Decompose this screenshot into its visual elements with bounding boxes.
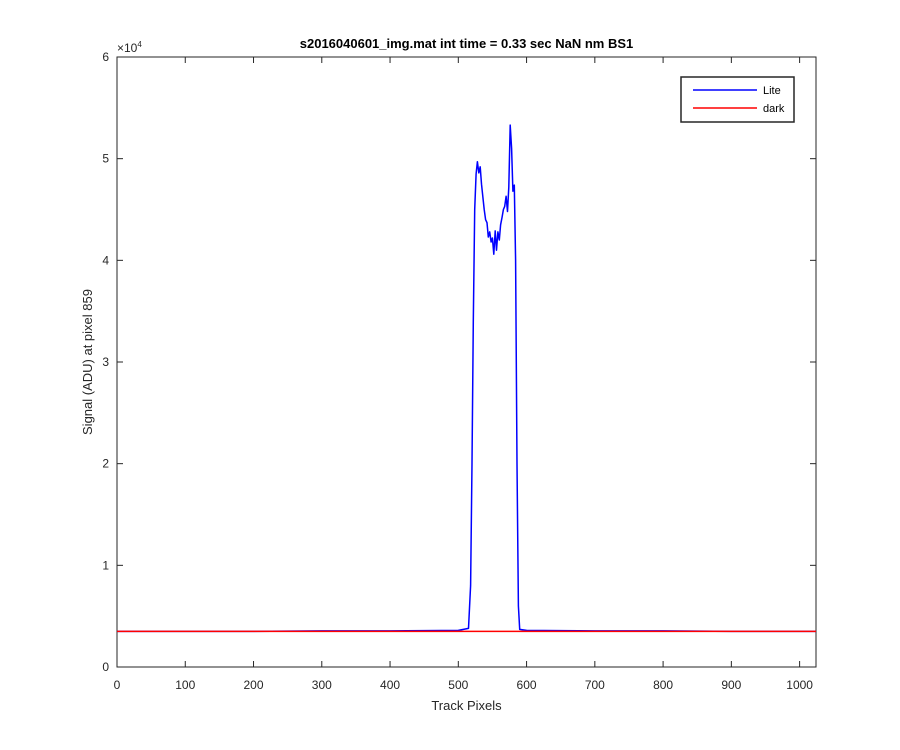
x-tick-label: 400 (380, 678, 400, 692)
x-axis-ticks: 0 100 200 300 400 500 600 700 800 900 1000 (114, 57, 813, 692)
series-line-lite (117, 124, 816, 633)
y-tick-label: 4 (102, 253, 109, 267)
y-axis-label: Signal (ADU) at pixel 859 (80, 289, 95, 435)
legend-label-dark: dark (763, 103, 785, 115)
x-tick-label: 300 (312, 678, 332, 692)
y-axis-exponent: ×104 (117, 40, 142, 55)
y-tick-label: 2 (102, 457, 109, 471)
legend: Lite dark (680, 76, 795, 123)
axes-box (116, 56, 817, 668)
x-tick-label: 800 (653, 678, 673, 692)
x-tick-label: 0 (114, 678, 121, 692)
x-tick-label: 900 (721, 678, 741, 692)
plot-area: 0 100 200 300 400 500 600 700 800 900 1000 0 1 2 3 4 5 6 (102, 50, 817, 692)
axis-exponent: ×104 (117, 40, 142, 55)
legend-box (680, 76, 795, 123)
x-tick-label: 500 (448, 678, 468, 692)
x-tick-label: 100 (175, 678, 195, 692)
x-tick-label: 700 (585, 678, 605, 692)
y-tick-label: 6 (102, 50, 109, 64)
chart-title: s2016040601_img.mat int time = 0.33 sec … (300, 36, 634, 51)
y-axis-ticks: 0 1 2 3 4 5 6 (102, 50, 816, 674)
y-tick-label: 3 (102, 355, 109, 369)
y-tick-label: 0 (102, 660, 109, 674)
data-series (117, 124, 816, 633)
x-axis-label: Track Pixels (431, 698, 502, 713)
y-tick-label: 5 (102, 152, 109, 166)
x-tick-label: 600 (517, 678, 537, 692)
x-tick-label: 1000 (786, 678, 813, 692)
x-tick-label: 200 (244, 678, 264, 692)
y-tick-label: 1 (102, 558, 109, 572)
legend-label-lite: Lite (763, 85, 781, 97)
